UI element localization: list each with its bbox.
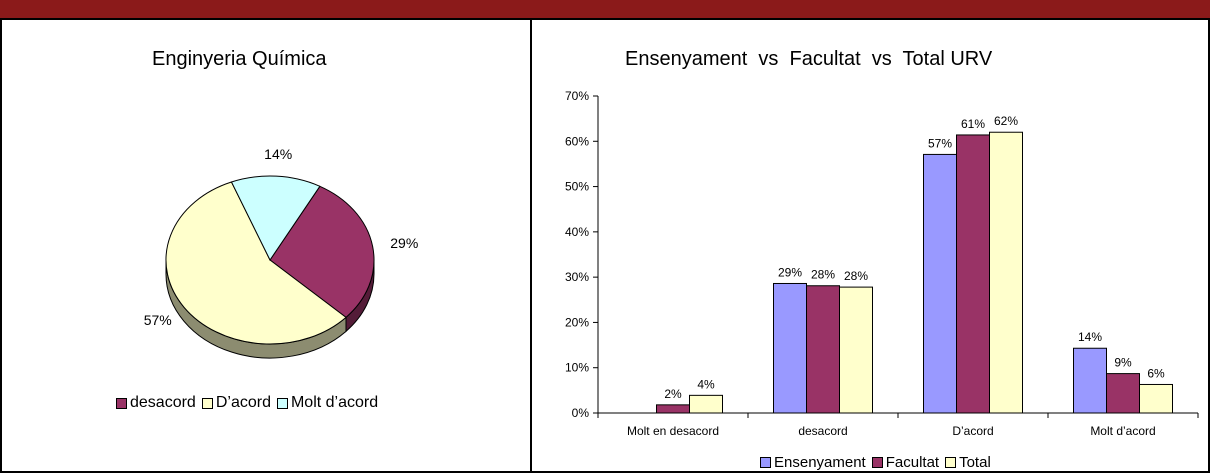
y-tick-label: 60% [565, 134, 589, 148]
legend-swatch [872, 457, 883, 468]
bar-legend: Ensenyament Facultat Total [758, 454, 991, 471]
legend-swatch [760, 457, 771, 468]
legend-label: Molt d’acord [291, 394, 378, 412]
pie-data-label: 29% [390, 235, 418, 251]
y-tick-label: 70% [565, 89, 589, 103]
bar-data-label: 29% [778, 265, 802, 279]
x-category-label: Molt d’acord [1090, 424, 1155, 438]
pie-data-label: 57% [144, 312, 172, 328]
bar-data-label: 2% [664, 387, 682, 401]
bar [1140, 384, 1173, 413]
bar-data-label: 28% [844, 269, 868, 283]
legend-label: Facultat [886, 454, 939, 471]
legend-swatch [116, 398, 127, 409]
legend-swatch [945, 457, 956, 468]
bar-data-label: 61% [961, 117, 985, 131]
bar [840, 287, 873, 413]
y-tick-label: 50% [565, 180, 589, 194]
bar [690, 395, 723, 413]
pie-legend-item-molt-dacord: Molt d’acord [275, 394, 378, 412]
pie-data-label: 14% [264, 146, 292, 162]
legend-swatch [202, 398, 213, 409]
pie-chart-panel: Enginyeria Química 29% 57% 14% desacord D’… [0, 18, 532, 473]
x-category-label: desacord [798, 424, 847, 438]
bar-chart: 0% 10% 20% 30% 40% 50% 60% 70% Molt en desacord 2… [532, 20, 1208, 471]
bar-data-label: 9% [1114, 356, 1132, 370]
legend-swatch [277, 398, 288, 409]
bar-legend-item-total: Total [943, 454, 991, 471]
y-tick-label: 20% [565, 315, 589, 329]
bar [957, 135, 990, 413]
pie-legend: desacord D’acord Molt d’acord [114, 394, 378, 412]
legend-label: Total [959, 454, 991, 471]
y-tick-label: 0% [572, 406, 590, 420]
bar [774, 283, 807, 413]
bar [1107, 374, 1140, 413]
pie-legend-item-dacord: D’acord [200, 394, 271, 412]
legend-label: Ensenyament [774, 454, 866, 471]
bar-data-label: 6% [1147, 366, 1165, 380]
bar [924, 154, 957, 413]
y-tick-label: 10% [565, 361, 589, 375]
legend-label: D’acord [216, 394, 271, 412]
bar-legend-item-ensenyament: Ensenyament [758, 454, 866, 471]
bar [1074, 348, 1107, 413]
y-tick-label: 40% [565, 225, 589, 239]
bar [657, 405, 690, 413]
bar-data-label: 57% [928, 136, 952, 150]
bar-data-label: 4% [697, 377, 715, 391]
pie-legend-item-desacord: desacord [114, 394, 196, 412]
bar-data-label: 28% [811, 268, 835, 282]
x-category-label: Molt en desacord [627, 424, 719, 438]
legend-label: desacord [130, 394, 196, 412]
bar-chart-panel: Ensenyament vs Facultat vs Total URV 0% 1… [530, 18, 1210, 473]
top-banner [0, 0, 1210, 18]
bar-legend-item-facultat: Facultat [870, 454, 939, 471]
y-tick-label: 30% [565, 270, 589, 284]
bar [807, 286, 840, 413]
x-category-label: D’acord [952, 424, 993, 438]
bar-data-label: 14% [1078, 330, 1102, 344]
bar [990, 132, 1023, 413]
bar-data-label: 62% [994, 114, 1018, 128]
